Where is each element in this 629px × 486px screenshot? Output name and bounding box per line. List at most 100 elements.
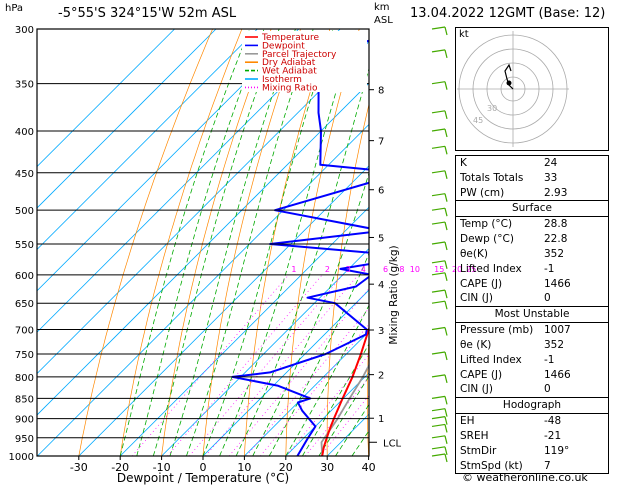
wind-barb-flag <box>444 416 448 425</box>
most-unstable-value: 1466 <box>544 368 571 381</box>
wind-barb-flag <box>444 446 448 455</box>
isotherm-line <box>37 41 369 375</box>
x-tick-label: 20 <box>279 461 293 474</box>
wind-barb-flag <box>444 170 448 179</box>
wind-barb-flag <box>444 351 448 361</box>
surface-value: 28.8 <box>544 218 568 231</box>
surface-label: Lifted Index <box>460 262 522 275</box>
surface-title: Surface <box>456 201 608 218</box>
wind-barb-flag <box>444 49 448 59</box>
surface-row: θe(K) 352 <box>456 247 608 262</box>
pressure-tick-label: 600 <box>15 271 34 282</box>
most-unstable-row: θe (K) 352 <box>456 338 608 353</box>
hpa-label: hPa <box>5 3 24 14</box>
most-unstable-label: CAPE (J) <box>460 368 503 381</box>
isotherm-line <box>78 165 369 456</box>
hodograph-row: StmDir 119° <box>456 444 608 459</box>
wind-barb <box>431 351 448 361</box>
legend-entry-label: Dewpoint <box>262 41 305 51</box>
surface-row: Temp (°C) 28.8 <box>456 217 608 232</box>
wind-barb-flag <box>444 260 448 269</box>
wind-barb <box>431 408 448 417</box>
temperature-line <box>321 326 369 456</box>
wind-barb <box>431 170 448 179</box>
mixing-ratio-label: 8 <box>399 265 404 274</box>
wet-adiabat-line <box>119 29 251 456</box>
index-row: Totals Totals 33 <box>456 171 608 186</box>
wind-barb-staff <box>431 423 446 428</box>
mixing-ratio-label: 25 <box>466 265 476 274</box>
mixing-ratio-label: 15 <box>434 265 444 274</box>
dewpoint-line <box>231 39 369 456</box>
pressure-tick-label: 400 <box>15 127 34 138</box>
mixing-ratio-label: 3 <box>346 265 351 274</box>
index-label: PW (cm) <box>460 186 505 199</box>
wind-barb <box>431 193 448 202</box>
index-label: K <box>460 157 467 169</box>
datetime-title: 13.04.2022 12GMT (Base: 12) <box>410 6 606 21</box>
wind-barb-flag <box>444 301 448 310</box>
wet-adiabat-line <box>335 403 369 456</box>
wind-barb-staff <box>431 221 446 225</box>
index-row: K 24 <box>456 156 608 171</box>
surface-value: 0 <box>544 292 551 305</box>
wind-barb-staff <box>431 26 446 30</box>
wind-barb-flag <box>444 146 448 155</box>
index-value: 33 <box>544 171 558 184</box>
pressure-tick-label: 350 <box>15 80 34 91</box>
wind-barb-staff <box>431 446 446 450</box>
wind-barb-flag <box>444 408 448 417</box>
wet-adiabat-line <box>136 29 265 456</box>
wind-barb-flag <box>444 26 448 36</box>
legend-entry-label: Mixing Ratio <box>262 83 318 93</box>
wet-adiabat-line <box>285 304 369 456</box>
surface-label: Temp (°C) <box>460 218 513 231</box>
parcel-trajectory-line <box>320 363 369 456</box>
isotherm-line <box>161 248 369 456</box>
dry-adiabat-line <box>618 29 629 456</box>
wind-barb-staff <box>431 408 446 412</box>
wind-barb-staff <box>431 416 446 420</box>
hodograph-label: SREH <box>460 429 489 442</box>
wind-barb <box>431 416 448 425</box>
wind-barb-flag <box>444 81 448 90</box>
pressure-tick-label: 550 <box>15 240 34 251</box>
index-value: 2.93 <box>544 186 568 199</box>
pressure-tick-label: 450 <box>15 169 34 180</box>
isotherm-line <box>244 330 369 456</box>
km-tick-label: 1 <box>378 414 384 425</box>
isotherm-line <box>37 29 341 333</box>
mixing-ratio-label: 1 <box>291 265 296 274</box>
pressure-tick-label: 750 <box>15 350 34 361</box>
mixing-ratio-line <box>189 274 344 456</box>
most-unstable-value: -1 <box>544 353 555 366</box>
hodograph-kt-label: kt <box>459 29 469 40</box>
wind-barb-flag <box>444 435 448 444</box>
x-tick-label: 0 <box>200 461 207 474</box>
wind-barb <box>431 395 448 405</box>
hodograph-row: SREH -21 <box>456 429 608 444</box>
surface-value: 1466 <box>544 277 571 290</box>
mixing-ratio-label: 4 <box>361 265 366 274</box>
index-label: Totals Totals <box>460 171 524 184</box>
surface-label: CAPE (J) <box>460 277 503 290</box>
most-unstable-row: CIN (J) 0 <box>456 382 608 397</box>
wind-barb-flag <box>444 272 448 281</box>
wind-barb <box>431 446 448 455</box>
surface-rows: Temp (°C) 28.8 Dewp (°C) 22.8 θe(K) 352 Lifted… <box>456 217 608 306</box>
wind-barb-flag <box>444 193 448 202</box>
legend-bg <box>242 31 367 92</box>
mixing-ratio-axis-label: Mixing Ratio (g/kg) <box>388 245 400 344</box>
mixing-ratio-label: 10 <box>410 265 420 274</box>
wind-barb <box>431 272 448 281</box>
wind-barb-staff <box>431 128 446 132</box>
pressure-tick-label: 800 <box>15 373 34 384</box>
surface-row: Lifted Index -1 <box>456 262 608 277</box>
wind-barb-staff <box>431 453 446 457</box>
wind-barb <box>431 453 448 463</box>
pressure-tick-label: 850 <box>15 394 34 405</box>
pressure-tick-label: 650 <box>15 299 34 310</box>
km-tick-label: 4 <box>378 280 384 291</box>
km-tick-label: 6 <box>378 186 384 197</box>
